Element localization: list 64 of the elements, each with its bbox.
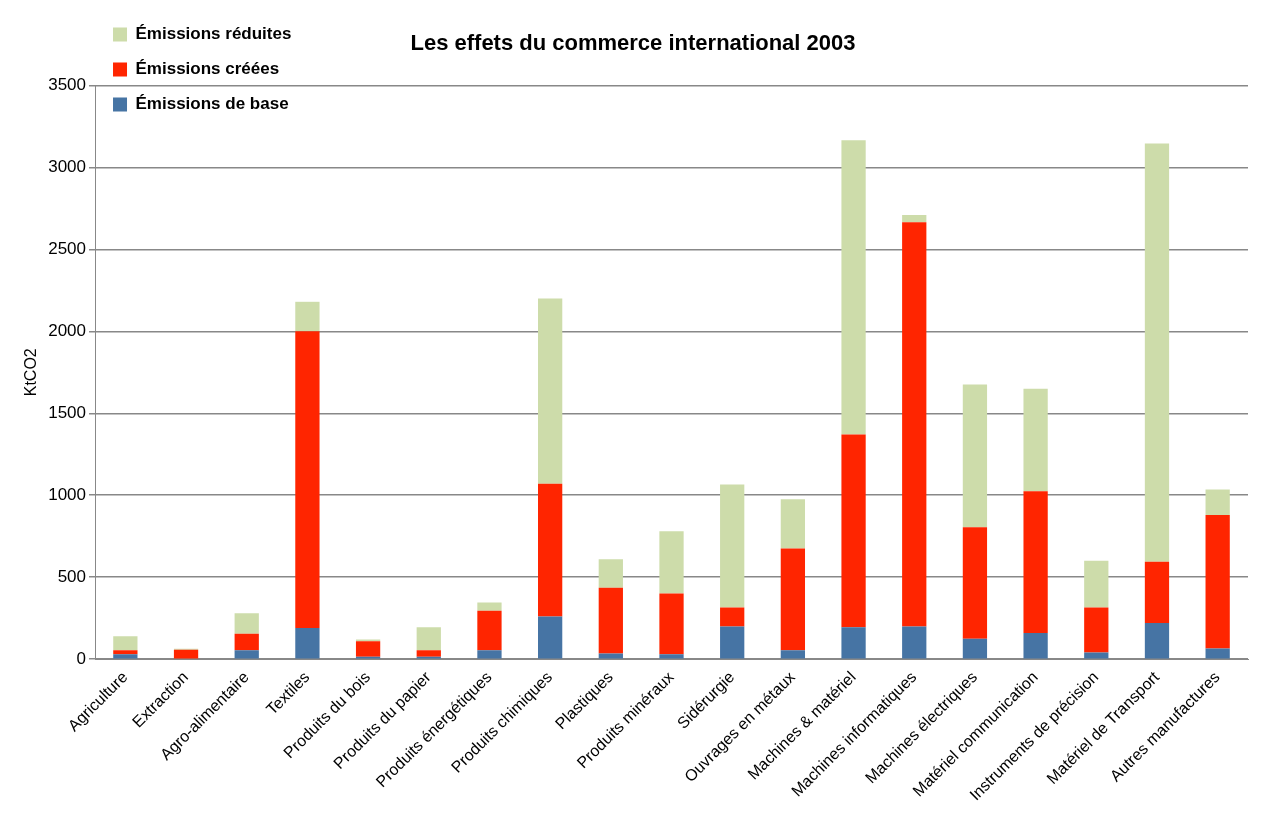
- bar: [416, 650, 441, 657]
- bar: [598, 653, 623, 659]
- bar: [841, 140, 866, 435]
- legend-label: Émissions de base: [135, 94, 289, 114]
- bar: [720, 607, 745, 627]
- bar: [780, 650, 806, 659]
- bar: [1144, 143, 1170, 562]
- bar: [659, 531, 684, 594]
- chart-title: Les effets du commerce international 2003: [410, 30, 856, 56]
- y-axis-title: KtCO2: [22, 348, 40, 397]
- bar: [1205, 514, 1230, 649]
- bar: [295, 331, 320, 629]
- y-tick-label: 1500: [48, 402, 87, 422]
- bar: [962, 527, 988, 639]
- bar: [659, 654, 684, 659]
- y-tick-label: 500: [57, 566, 87, 586]
- bar: [1144, 623, 1170, 659]
- bar: [659, 593, 684, 655]
- bar: [1205, 489, 1230, 515]
- bar: [780, 548, 806, 651]
- bar: [1144, 561, 1170, 624]
- bar: [720, 626, 745, 659]
- y-tick-label: 3500: [48, 75, 87, 95]
- bar: [295, 628, 320, 659]
- bar: [538, 483, 563, 617]
- bar: [1084, 560, 1109, 608]
- bar: [355, 641, 381, 657]
- bar: [477, 650, 502, 659]
- bar: [113, 654, 138, 659]
- bar: [1023, 388, 1048, 492]
- bar: [234, 650, 259, 659]
- y-tick-label: 2500: [48, 239, 87, 259]
- y-tick-label: 1000: [48, 484, 87, 504]
- bar: [780, 499, 806, 549]
- bar: [841, 627, 866, 659]
- bar: [841, 434, 866, 628]
- bar: [113, 650, 138, 655]
- bar: [902, 222, 927, 627]
- bar: [720, 484, 745, 608]
- bar: [295, 301, 320, 332]
- bar: [234, 633, 259, 651]
- bar: [1023, 632, 1048, 659]
- bar: [962, 638, 988, 659]
- bar: [598, 587, 623, 654]
- bar: [1205, 648, 1230, 659]
- bar: [234, 613, 259, 634]
- y-tick-label: 3000: [48, 157, 87, 177]
- bar: [962, 384, 988, 528]
- bar: [173, 649, 199, 659]
- bar: [416, 627, 441, 651]
- bar: [538, 616, 563, 659]
- bar: [902, 214, 927, 223]
- bar: [113, 636, 138, 651]
- legend-label: Émissions réduites: [135, 24, 292, 44]
- y-tick-label: 0: [76, 648, 87, 668]
- bar: [538, 298, 563, 484]
- bar: [477, 610, 502, 651]
- bar: [902, 626, 927, 659]
- bar: [1023, 491, 1048, 633]
- bar: [1084, 607, 1109, 653]
- legend-label: Émissions créées: [135, 59, 280, 79]
- bar: [598, 559, 623, 588]
- y-tick-label: 2000: [48, 320, 87, 340]
- bar: [477, 602, 502, 611]
